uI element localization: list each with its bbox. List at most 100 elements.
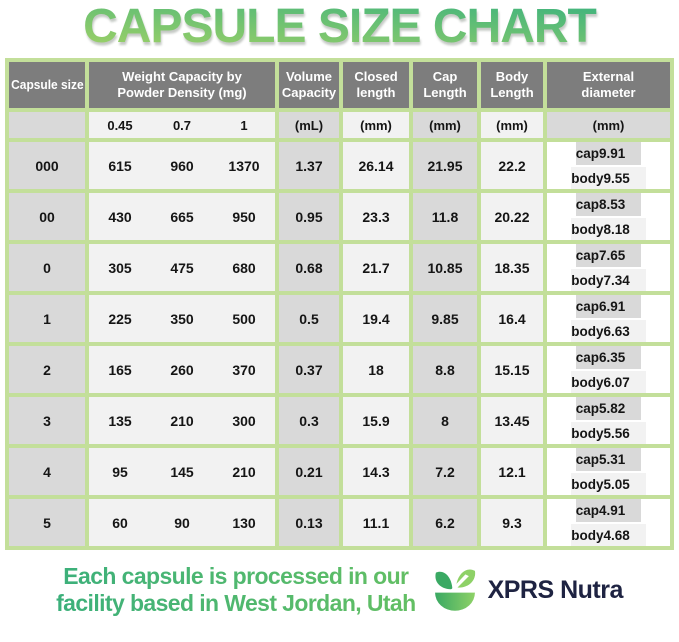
footer-note: Each capsule is processed in our facilit… — [56, 563, 415, 617]
external-cap-label: cap — [575, 503, 599, 519]
external-cap-row: cap 6.35 — [575, 346, 642, 369]
cell-closed-length: 21.7 — [343, 244, 409, 292]
external-cap-value: 9.91 — [598, 146, 626, 162]
table-row: 2 165 260 370 0.37 18 8.8 15.15 cap 6.35… — [9, 346, 670, 394]
brand-name: XPRS Nutra — [487, 575, 624, 604]
cell-volume-capacity: 0.95 — [279, 193, 339, 241]
cell-capsule-size: 5 — [9, 499, 85, 547]
cell-volume-capacity: 1.37 — [279, 142, 339, 190]
cell-capsule-size: 3 — [9, 397, 85, 445]
external-body-value: 6.07 — [603, 374, 630, 390]
external-cap-value: 6.35 — [598, 350, 626, 366]
cell-body-length: 16.4 — [481, 295, 543, 343]
external-cap-row: cap 7.65 — [575, 244, 642, 267]
cell-external-diameter: cap 7.65 body 7.34 — [547, 244, 670, 292]
capsule-size-chart-page: CAPSULE SIZE CHART Capsule size Weight C… — [0, 1, 679, 617]
cell-body-length: 18.35 — [481, 244, 543, 292]
cell-body-length: 12.1 — [481, 448, 543, 496]
external-cap-value: 8.53 — [598, 197, 626, 213]
density-value: 1 — [240, 117, 248, 133]
table-row: 3 135 210 300 0.3 15.9 8 13.45 cap 5.82 … — [9, 397, 670, 445]
subheader-densities: 0.45 0.7 1 — [89, 112, 275, 139]
cell-volume-capacity: 0.21 — [279, 448, 339, 496]
cell-external-diameter: cap 5.31 body 5.05 — [547, 448, 670, 496]
external-cap-value: 4.91 — [598, 503, 626, 519]
table-row: 5 60 90 130 0.13 11.1 6.2 9.3 cap 4.91 b… — [9, 499, 670, 547]
cell-cap-length: 9.85 — [413, 295, 477, 343]
weight-density-045: 165 — [108, 361, 132, 378]
weight-density-1: 1370 — [228, 157, 260, 174]
external-body-row: body 5.05 — [571, 472, 646, 496]
external-body-value: 6.63 — [603, 323, 630, 339]
subheader-external-unit: (mm) — [547, 112, 670, 139]
cell-capsule-size: 4 — [9, 448, 85, 496]
external-body-label: body — [571, 476, 604, 492]
weight-density-07: 475 — [170, 259, 194, 276]
external-cap-label: cap — [575, 401, 599, 417]
weight-density-045: 305 — [108, 259, 132, 276]
external-cap-label: cap — [575, 350, 599, 366]
cell-closed-length: 19.4 — [343, 295, 409, 343]
external-body-row: body 4.68 — [571, 523, 646, 547]
header-body-length: Body Length — [481, 62, 543, 109]
weight-density-045: 135 — [108, 412, 132, 429]
cell-closed-length: 18 — [343, 346, 409, 394]
cell-volume-capacity: 0.13 — [279, 499, 339, 547]
external-body-value: 9.55 — [603, 170, 630, 186]
weight-density-045: 225 — [108, 310, 132, 327]
cell-weight-capacities: 165 260 370 — [89, 346, 275, 394]
external-cap-row: cap 4.91 — [575, 499, 642, 522]
weight-density-07: 960 — [170, 157, 194, 174]
external-cap-label: cap — [575, 197, 599, 213]
external-body-row: body 7.34 — [571, 268, 646, 292]
external-body-label: body — [571, 170, 604, 186]
weight-density-1: 950 — [232, 208, 256, 225]
weight-density-1: 130 — [232, 514, 256, 531]
cell-cap-length: 10.85 — [413, 244, 477, 292]
external-body-value: 4.68 — [603, 527, 630, 543]
external-cap-value: 6.91 — [598, 299, 626, 315]
weight-density-1: 300 — [232, 412, 256, 429]
cell-volume-capacity: 0.68 — [279, 244, 339, 292]
cell-body-length: 15.15 — [481, 346, 543, 394]
cell-weight-capacities: 615 960 1370 — [89, 142, 275, 190]
weight-density-045: 95 — [112, 463, 128, 480]
cell-weight-capacities: 225 350 500 — [89, 295, 275, 343]
external-body-label: body — [571, 425, 604, 441]
external-body-value: 5.05 — [603, 476, 630, 492]
cell-external-diameter: cap 8.53 body 8.18 — [547, 193, 670, 241]
cell-external-diameter: cap 6.35 body 6.07 — [547, 346, 670, 394]
header-cap-length: Cap Length — [413, 62, 477, 109]
cell-closed-length: 26.14 — [343, 142, 409, 190]
external-cap-label: cap — [575, 146, 599, 162]
external-body-row: body 5.56 — [571, 421, 646, 445]
cell-weight-capacities: 95 145 210 — [89, 448, 275, 496]
weight-density-07: 665 — [170, 208, 194, 225]
external-cap-row: cap 5.31 — [575, 448, 642, 471]
weight-density-1: 370 — [232, 361, 256, 378]
external-body-label: body — [571, 221, 604, 237]
brand-lockup: XPRS Nutra — [428, 564, 623, 616]
cell-weight-capacities: 60 90 130 — [89, 499, 275, 547]
cell-capsule-size: 000 — [9, 142, 85, 190]
cell-volume-capacity: 0.5 — [279, 295, 339, 343]
external-cap-row: cap 6.91 — [575, 295, 642, 318]
cell-closed-length: 23.3 — [343, 193, 409, 241]
weight-density-07: 90 — [174, 514, 190, 531]
cell-cap-length: 7.2 — [413, 448, 477, 496]
external-body-row: body 8.18 — [571, 217, 646, 241]
subheader-closed-unit: (mm) — [343, 112, 409, 139]
weight-density-1: 500 — [232, 310, 256, 327]
weight-density-07: 260 — [170, 361, 194, 378]
external-body-value: 8.18 — [603, 221, 630, 237]
density-value: 0.45 — [107, 117, 133, 133]
cell-cap-length: 11.8 — [413, 193, 477, 241]
cell-body-length: 13.45 — [481, 397, 543, 445]
table-row: 000 615 960 1370 1.37 26.14 21.95 22.2 c… — [9, 142, 670, 190]
header-volume-capacity: Volume Capacity — [279, 62, 339, 109]
cell-volume-capacity: 0.3 — [279, 397, 339, 445]
external-body-label: body — [571, 374, 604, 390]
density-value: 0.7 — [172, 117, 192, 133]
external-cap-label: cap — [575, 299, 599, 315]
capsule-size-table: Capsule size Weight Capacity by Powder D… — [5, 58, 674, 551]
